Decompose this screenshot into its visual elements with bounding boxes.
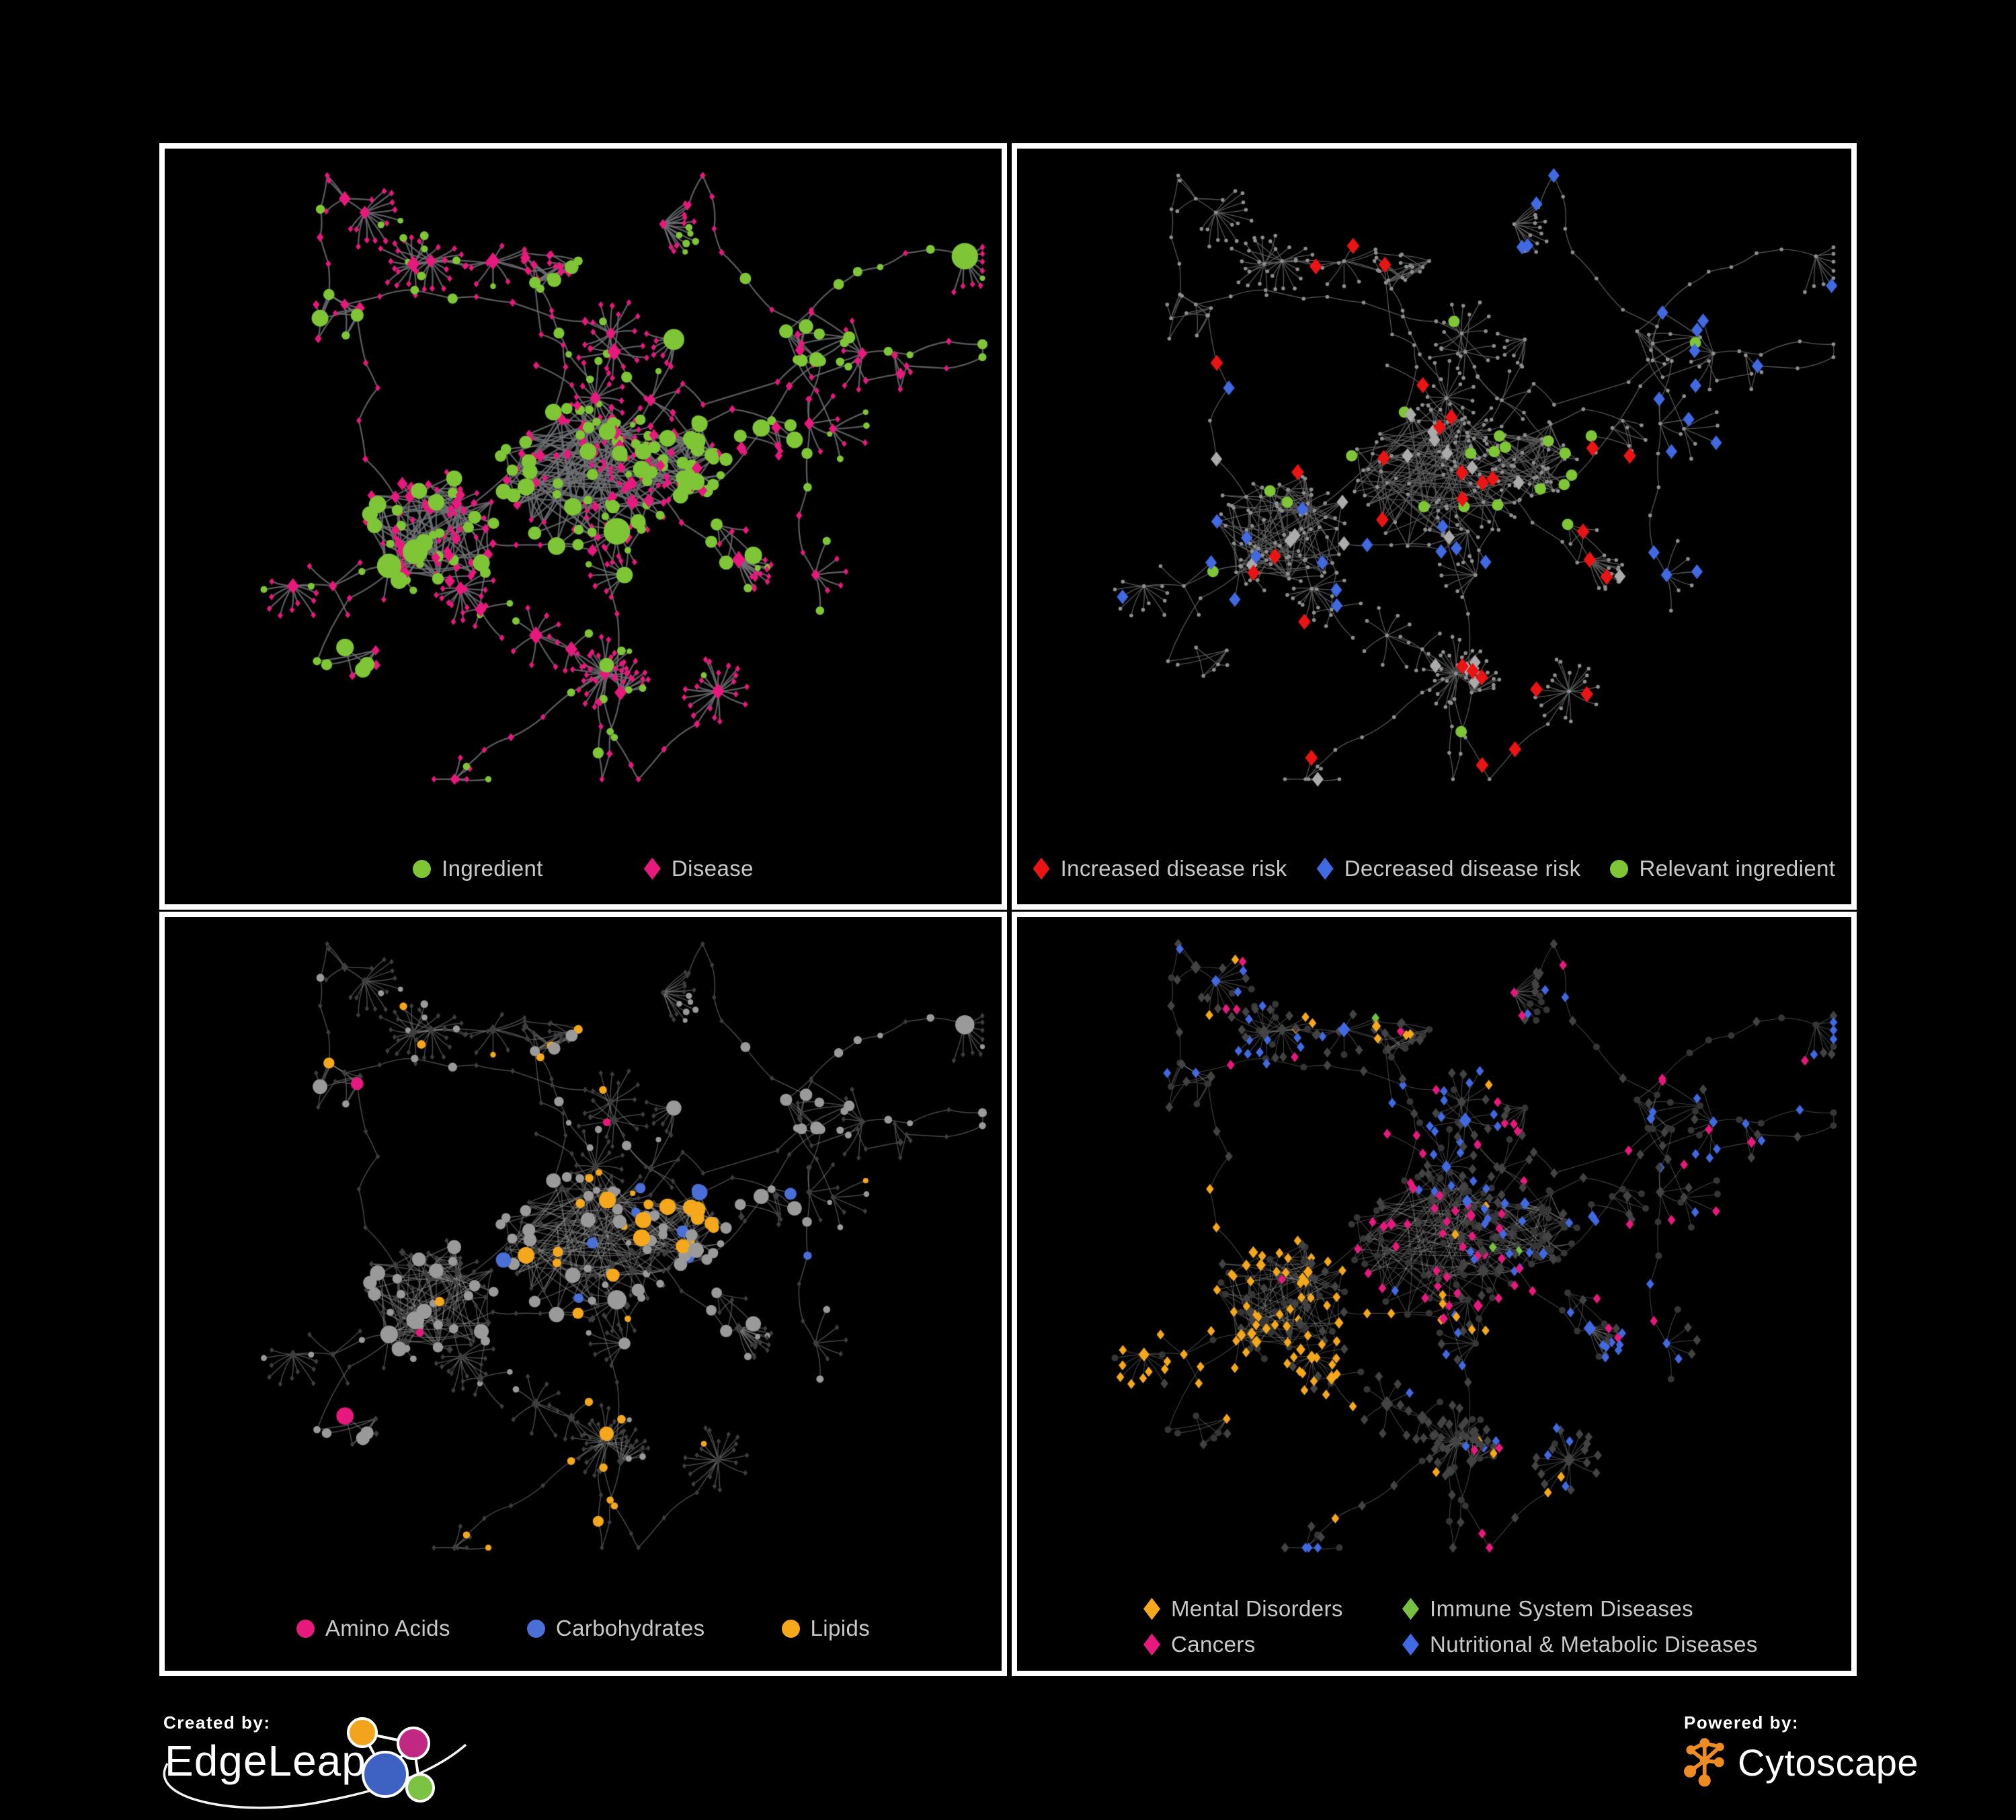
legend-label: Disease	[671, 856, 754, 881]
legend-label: Lipids	[810, 1616, 871, 1640]
cytoscape-logo: Powered by:	[1684, 1712, 2016, 1820]
powered-by-label: Powered by:	[1684, 1712, 1800, 1733]
legend-item-relevant-ingredient: Relevant ingredient	[1610, 856, 1835, 881]
carbohydrates-swatch-icon	[526, 1619, 545, 1638]
edgeleap-wordmark: EdgeLeap	[165, 1737, 366, 1785]
legend-disease-categories: Mental Disorders Immune System Diseases Ca…	[1143, 1596, 1758, 1657]
disease-swatch-icon	[643, 857, 661, 880]
legend-item-nutritional-metabolic-diseases: Nutritional & Metabolic Diseases	[1402, 1632, 1758, 1657]
legend-label: Nutritional & Metabolic Diseases	[1430, 1632, 1758, 1657]
disease-risk-network-graph	[1017, 149, 1851, 904]
legend-label: Immune System Diseases	[1430, 1596, 1694, 1621]
legend-label: Decreased disease risk	[1344, 856, 1581, 881]
legend-item-ingredient: Ingredient	[413, 856, 543, 881]
panel-disease-category-network: Mental Disorders Immune System Diseases Ca…	[1012, 912, 1857, 1676]
legend-disease-risk: Increased disease risk Decreased disease …	[1017, 856, 1851, 881]
ingredient-swatch-icon	[413, 859, 432, 878]
legend-item-immune-system-diseases: Immune System Diseases	[1402, 1596, 1758, 1622]
legend-label: Cancers	[1171, 1632, 1256, 1657]
legend-nutrient-classes: Amino Acids Carbohydrates Lipids	[165, 1616, 1002, 1641]
legend-ingredient-disease: Ingredient Disease	[165, 856, 1002, 881]
increased-disease-risk-swatch-icon	[1033, 857, 1050, 880]
disease-category-network-graph	[1017, 917, 1851, 1671]
legend-label: Mental Disorders	[1171, 1596, 1343, 1621]
ingredient-disease-network-graph	[165, 149, 1002, 904]
legend-label: Relevant ingredient	[1639, 856, 1836, 881]
panel-ingredient-disease-network: Ingredient Disease	[159, 143, 1007, 910]
legend-item-carbohydrates: Carbohydrates	[526, 1616, 705, 1641]
lipids-swatch-icon	[781, 1619, 800, 1638]
amino-acids-swatch-icon	[296, 1619, 315, 1638]
legend-item-disease: Disease	[643, 856, 754, 881]
legend-item-mental-disorders: Mental Disorders	[1143, 1596, 1402, 1622]
decreased-disease-risk-swatch-icon	[1316, 857, 1334, 880]
legend-item-cancers: Cancers	[1143, 1632, 1402, 1657]
legend-item-decreased-disease-risk: Decreased disease risk	[1316, 856, 1581, 881]
legend-item-amino-acids: Amino Acids	[296, 1616, 450, 1641]
created-by-label: Created by:	[163, 1712, 271, 1733]
panel-nutrient-class-network: Amino Acids Carbohydrates Lipids	[159, 912, 1007, 1676]
cancers-swatch-icon	[1143, 1633, 1160, 1656]
mental-disorders-swatch-icon	[1143, 1597, 1160, 1620]
legend-label: Increased disease risk	[1060, 856, 1287, 881]
edgeleap-swoosh-icon	[163, 1743, 467, 1809]
legend-label: Amino Acids	[325, 1616, 450, 1640]
legend-label: Carbohydrates	[555, 1616, 705, 1640]
cytoscape-network-icon	[1684, 1738, 1724, 1787]
nutrient-class-network-graph	[165, 917, 1002, 1671]
edgeleap-logo: Created by: EdgeLeap	[163, 1712, 499, 1820]
legend-label: Ingredient	[442, 856, 543, 881]
relevant-ingredient-swatch-icon	[1610, 859, 1629, 878]
immune-system-diseases-swatch-icon	[1402, 1597, 1419, 1620]
legend-item-increased-disease-risk: Increased disease risk	[1033, 856, 1287, 881]
cytoscape-wordmark: Cytoscape	[1738, 1741, 1919, 1784]
panel-disease-risk-network: Increased disease risk Decreased disease …	[1012, 143, 1857, 910]
legend-item-lipids: Lipids	[781, 1616, 871, 1641]
nutritional-metabolic-diseases-swatch-icon	[1402, 1633, 1419, 1656]
edgeleap-network-icon	[347, 1717, 435, 1803]
